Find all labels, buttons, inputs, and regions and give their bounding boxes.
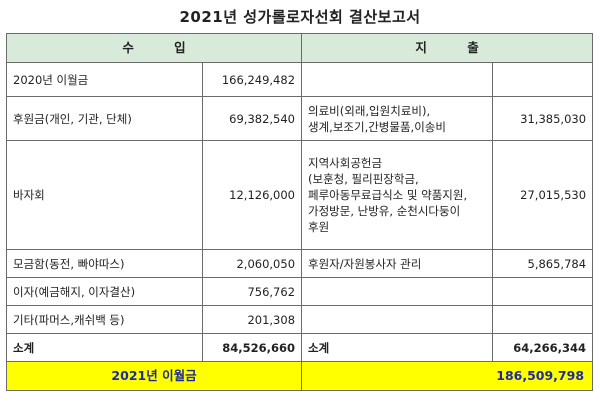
expense-label: 지역사회공헌금 (보훈청, 필리핀장학금, 페루아동무료급식소 및 약품지원, … [301,140,494,250]
expense-line: 후원자/자원봉사자 관리 [308,256,422,271]
income-amount: 756,762 [201,277,303,306]
expense-amount [492,62,594,97]
income-label: 바자회 [6,140,203,250]
carryover-label: 2021년 이월금 [5,361,303,391]
table-row: 후원금(개인, 기관, 단체) 69,382,540 의료비(외래,입원치료비)… [6,96,594,141]
expense-subtotal-label: 소계 [301,333,494,362]
header-row: 수 입 지 출 [5,33,594,63]
expense-line: 가정방문, 난방유, 순천시다둥이 [308,204,461,218]
expense-header: 지 출 [301,33,594,63]
income-amount: 2,060,050 [201,249,303,278]
income-amount: 12,126,000 [201,140,303,250]
expense-amount [492,277,594,306]
income-amount: 201,308 [201,305,303,334]
expense-line: 지역사회공헌금 [308,156,383,170]
expense-amount: 5,865,784 [492,249,594,278]
expense-line: 후원 [308,220,330,234]
income-label: 이자(예금해지, 이자결산) [6,277,203,306]
income-amount: 166,249,482 [201,62,303,97]
report-title: 2021년 성가롤로자선회 결산보고서 [179,8,421,26]
income-amount: 69,382,540 [201,96,303,141]
income-subtotal-amount: 84,526,660 [201,333,303,362]
subtotal-row: 소계 84,526,660 소계 64,266,344 [6,333,594,362]
table-row: 2020년 이월금 166,249,482 [6,62,594,97]
expense-amount: 27,015,530 [492,140,594,250]
expense-line: 생계,보조기,간병물품,이송비 [308,119,446,134]
expense-amount: 31,385,030 [492,96,594,141]
table-row: 이자(예금해지, 이자결산) 756,762 [6,277,594,306]
income-subtotal-label: 소계 [6,333,203,362]
expense-label: 후원자/자원봉사자 관리 [301,249,494,278]
table-row: 바자회 12,126,000 지역사회공헌금 (보훈청, 필리핀장학금, 페루아… [6,140,594,250]
income-label: 기타(파머스,캐쉬백 등) [6,305,203,334]
income-label: 모금함(동전, 빠야따스) [6,249,203,278]
expense-amount [492,305,594,334]
income-label: 후원금(개인, 기관, 단체) [6,96,203,141]
expense-label [301,305,494,334]
table-row: 모금함(동전, 빠야따스) 2,060,050 후원자/자원봉사자 관리 5,8… [6,249,594,278]
expense-line: (보훈청, 필리핀장학금, [308,172,419,186]
income-label: 2020년 이월금 [6,62,203,97]
expense-label [301,62,494,97]
income-header: 수 입 [5,33,303,63]
expense-label: 의료비(외래,입원치료비), 생계,보조기,간병물품,이송비 [301,96,494,141]
carryover-row: 2021년 이월금 186,509,798 [5,361,594,391]
expense-label [301,277,494,306]
expense-line: 페루아동무료급식소 및 약품지원, [308,188,468,202]
carryover-amount: 186,509,798 [301,361,594,391]
table-row: 기타(파머스,캐쉬백 등) 201,308 [6,305,594,334]
expense-subtotal-amount: 64,266,344 [492,333,594,362]
expense-line: 의료비(외래,입원치료비), [308,103,431,118]
settlement-table: 수 입 지 출 2020년 이월금 166,249,482 후원금(개인, 기관… [5,33,594,391]
